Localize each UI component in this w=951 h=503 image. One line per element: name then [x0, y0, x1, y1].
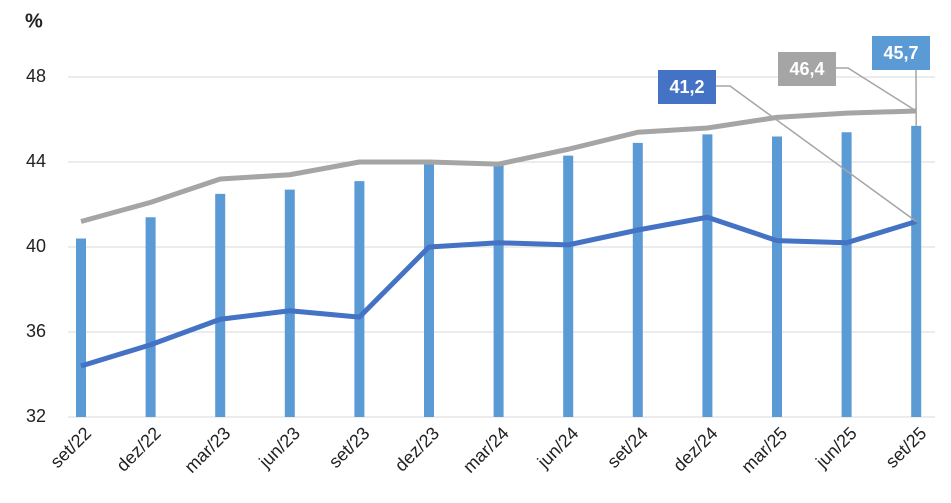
data-label-box — [872, 36, 930, 70]
bar — [632, 142, 643, 417]
data-label: 46,4 — [789, 59, 824, 79]
x-tick-label: dez/22 — [112, 423, 164, 475]
x-tick-label: set/25 — [882, 423, 931, 472]
data-label-box — [658, 70, 716, 104]
bar — [354, 181, 365, 417]
y-tick-label: 48 — [26, 66, 46, 86]
x-tick-label: jun/25 — [811, 423, 861, 473]
x-tick-label: set/24 — [603, 423, 652, 472]
line — [80, 214, 917, 369]
x-tick-label: dez/24 — [669, 423, 721, 475]
y-axis-label: % — [25, 10, 43, 32]
data-label-box — [778, 52, 836, 86]
y-tick-label: 36 — [26, 321, 46, 341]
x-tick-label: dez/23 — [391, 423, 443, 475]
bar — [284, 189, 295, 417]
x-tick-label: set/23 — [325, 423, 374, 472]
bar — [424, 162, 434, 417]
x-tick-label: jun/24 — [533, 423, 583, 473]
y-tick-label: 44 — [26, 151, 46, 171]
bar — [772, 136, 782, 417]
line — [80, 108, 917, 224]
x-tick-label: mar/25 — [737, 423, 791, 477]
x-tick-label: set/22 — [46, 423, 95, 472]
bar — [841, 132, 852, 417]
x-tick-label: mar/23 — [181, 423, 235, 477]
y-tick-label: 40 — [26, 236, 46, 256]
bar — [145, 217, 156, 417]
bar — [493, 162, 504, 417]
y-tick-label: 32 — [26, 406, 46, 426]
leader-line — [836, 67, 917, 112]
bar — [911, 125, 922, 417]
bar — [563, 155, 574, 417]
bar — [215, 193, 226, 417]
data-label: 45,7 — [883, 43, 918, 63]
x-tick-label: mar/24 — [459, 423, 513, 477]
bar — [702, 134, 713, 417]
data-label: 41,2 — [669, 77, 704, 97]
leader-line — [716, 85, 917, 223]
x-tick-label: jun/23 — [254, 423, 304, 473]
bar — [76, 238, 86, 417]
